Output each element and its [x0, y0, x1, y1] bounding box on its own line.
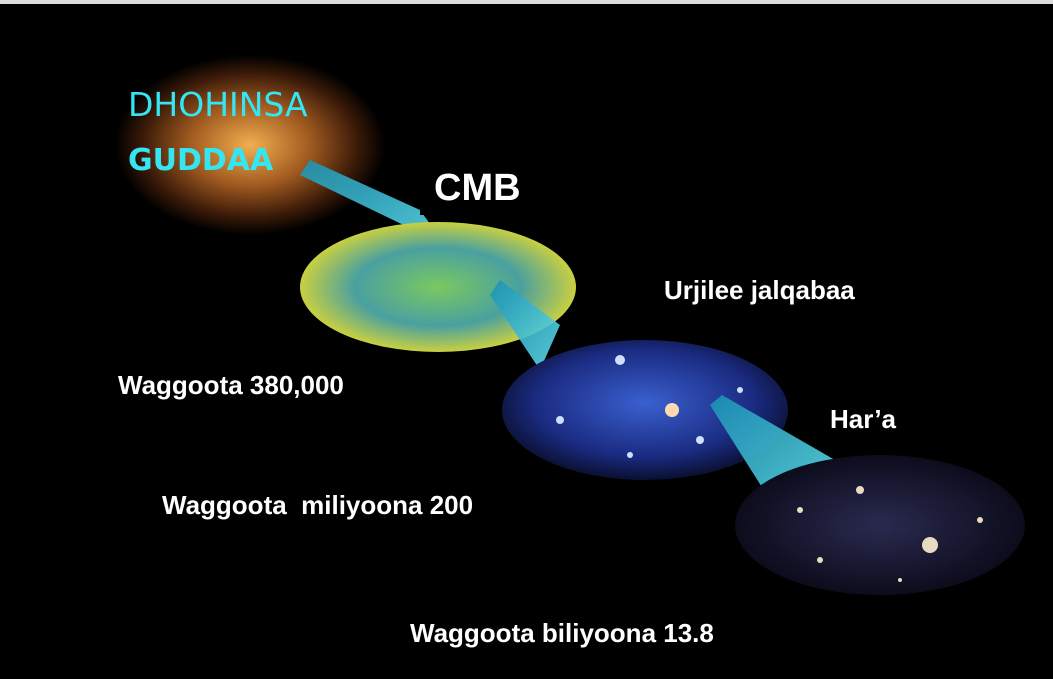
label: GUDDAA — [128, 143, 274, 178]
label: CMB — [434, 167, 521, 209]
slide: DHOHINSA GUDDAA CMB Urjilee jalqabaa Wag… — [0, 0, 1053, 679]
label: Waggoota 380,000 — [118, 370, 344, 400]
label: DHOHINSA — [128, 85, 308, 124]
label: Waggoota biliyoona 13.8 — [410, 618, 714, 648]
label: Waggoota miliyoona 200 — [162, 490, 473, 520]
galaxy-field — [735, 455, 1025, 595]
label: Urjilee jalqabaa — [664, 275, 855, 305]
top-border — [0, 0, 1053, 4]
label: Har’a — [830, 404, 897, 434]
